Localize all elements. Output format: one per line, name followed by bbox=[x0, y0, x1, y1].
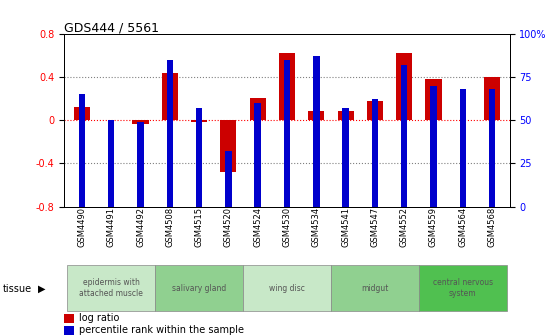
Text: GDS444 / 5561: GDS444 / 5561 bbox=[64, 22, 160, 35]
Bar bbox=[484, 77, 500, 120]
Text: GSM4541: GSM4541 bbox=[341, 207, 350, 247]
Bar bbox=[167, 59, 173, 207]
Bar bbox=[108, 120, 114, 207]
Bar bbox=[367, 101, 383, 120]
Text: GSM4559: GSM4559 bbox=[429, 207, 438, 247]
Bar bbox=[155, 265, 243, 311]
Text: GSM4534: GSM4534 bbox=[312, 207, 321, 247]
Bar bbox=[243, 265, 331, 311]
Text: GSM4491: GSM4491 bbox=[107, 207, 116, 247]
Bar bbox=[254, 103, 261, 207]
Text: midgut: midgut bbox=[361, 284, 389, 293]
Bar bbox=[331, 265, 419, 311]
Bar bbox=[308, 112, 324, 120]
Bar bbox=[137, 122, 144, 207]
Text: GSM4508: GSM4508 bbox=[165, 207, 174, 247]
Bar bbox=[313, 56, 320, 207]
Bar bbox=[221, 120, 236, 172]
Text: central nervous
system: central nervous system bbox=[433, 279, 493, 298]
Bar bbox=[196, 108, 202, 207]
Text: salivary gland: salivary gland bbox=[172, 284, 226, 293]
Text: wing disc: wing disc bbox=[269, 284, 305, 293]
Bar bbox=[489, 89, 495, 207]
Bar bbox=[64, 326, 74, 335]
Bar bbox=[67, 265, 155, 311]
Bar bbox=[342, 108, 349, 207]
Text: log ratio: log ratio bbox=[78, 313, 119, 323]
Bar bbox=[426, 79, 441, 120]
Bar bbox=[225, 151, 232, 207]
Text: GSM4490: GSM4490 bbox=[77, 207, 86, 247]
Text: percentile rank within the sample: percentile rank within the sample bbox=[78, 325, 244, 335]
Bar bbox=[460, 89, 466, 207]
Bar bbox=[401, 65, 407, 207]
Bar bbox=[162, 73, 178, 120]
Text: epidermis with
attached muscle: epidermis with attached muscle bbox=[80, 279, 143, 298]
Bar bbox=[396, 53, 412, 120]
Bar bbox=[133, 120, 148, 124]
Text: GSM4564: GSM4564 bbox=[458, 207, 467, 247]
Text: GSM4568: GSM4568 bbox=[488, 207, 497, 247]
Bar bbox=[64, 313, 74, 323]
Bar bbox=[79, 94, 85, 207]
Bar bbox=[250, 98, 266, 120]
Text: GSM4552: GSM4552 bbox=[400, 207, 409, 247]
Text: GSM4530: GSM4530 bbox=[282, 207, 292, 247]
Bar bbox=[191, 120, 207, 122]
Text: GSM4520: GSM4520 bbox=[224, 207, 233, 247]
Bar bbox=[284, 59, 290, 207]
Bar bbox=[372, 99, 378, 207]
Bar bbox=[430, 85, 437, 207]
Bar bbox=[74, 107, 90, 120]
Text: GSM4524: GSM4524 bbox=[253, 207, 262, 247]
Bar bbox=[419, 265, 507, 311]
Text: ▶: ▶ bbox=[38, 284, 45, 294]
Bar bbox=[338, 112, 353, 120]
Text: GSM4515: GSM4515 bbox=[195, 207, 204, 247]
Text: GSM4547: GSM4547 bbox=[370, 207, 379, 247]
Text: GSM4492: GSM4492 bbox=[136, 207, 145, 247]
Text: tissue: tissue bbox=[3, 284, 32, 294]
Bar bbox=[279, 53, 295, 120]
